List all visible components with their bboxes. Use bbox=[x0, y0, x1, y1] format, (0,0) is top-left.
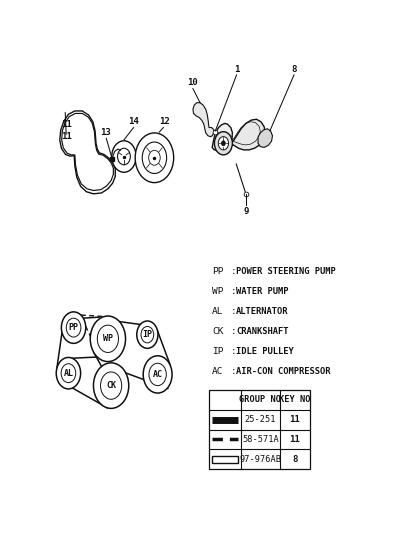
Circle shape bbox=[142, 142, 166, 174]
Circle shape bbox=[143, 356, 172, 393]
Text: 11: 11 bbox=[289, 415, 299, 424]
Text: ALTERNATOR: ALTERNATOR bbox=[236, 307, 288, 316]
Text: :: : bbox=[230, 307, 236, 316]
Polygon shape bbox=[192, 103, 213, 137]
Text: AC: AC bbox=[152, 370, 162, 379]
Text: AC: AC bbox=[212, 366, 223, 376]
Text: AIR-CON COMPRESSOR: AIR-CON COMPRESSOR bbox=[236, 366, 330, 376]
Text: 10: 10 bbox=[186, 79, 197, 87]
Text: GROUP NO: GROUP NO bbox=[239, 395, 280, 404]
Text: KEY NO: KEY NO bbox=[278, 395, 310, 404]
Text: IDLE PULLEY: IDLE PULLEY bbox=[236, 346, 293, 356]
Text: 14: 14 bbox=[128, 117, 139, 126]
Text: :: : bbox=[230, 327, 236, 336]
Text: CK: CK bbox=[212, 327, 223, 336]
Polygon shape bbox=[257, 129, 272, 147]
Text: POWER STEERING PUMP: POWER STEERING PUMP bbox=[236, 267, 335, 276]
Text: PP: PP bbox=[212, 267, 223, 276]
Text: AL: AL bbox=[212, 307, 223, 316]
Text: 11: 11 bbox=[61, 132, 71, 140]
Text: 8: 8 bbox=[292, 455, 297, 464]
Text: CRANKSHAFT: CRANKSHAFT bbox=[236, 327, 288, 336]
Circle shape bbox=[112, 141, 136, 172]
Text: 12: 12 bbox=[158, 117, 169, 126]
Text: AL: AL bbox=[63, 369, 73, 378]
Text: :: : bbox=[230, 346, 236, 356]
Text: IP: IP bbox=[142, 330, 152, 339]
Text: WP: WP bbox=[212, 287, 223, 296]
Text: PP: PP bbox=[69, 323, 78, 332]
Circle shape bbox=[66, 318, 81, 337]
Polygon shape bbox=[212, 123, 232, 151]
Text: 11: 11 bbox=[61, 120, 71, 129]
Circle shape bbox=[218, 137, 228, 150]
Text: 1: 1 bbox=[233, 65, 239, 74]
Circle shape bbox=[61, 312, 85, 343]
Circle shape bbox=[149, 363, 166, 386]
Text: :: : bbox=[230, 267, 236, 276]
Polygon shape bbox=[227, 119, 264, 150]
Text: WATER PUMP: WATER PUMP bbox=[236, 287, 288, 296]
Text: 9: 9 bbox=[243, 207, 248, 216]
Circle shape bbox=[214, 132, 232, 155]
Circle shape bbox=[56, 357, 81, 389]
Circle shape bbox=[141, 327, 153, 343]
Circle shape bbox=[135, 133, 173, 182]
Text: 11: 11 bbox=[289, 435, 299, 444]
Circle shape bbox=[90, 316, 125, 362]
Text: 13: 13 bbox=[100, 128, 111, 137]
Text: :: : bbox=[230, 366, 236, 376]
Circle shape bbox=[148, 150, 160, 165]
Text: IP: IP bbox=[212, 346, 223, 356]
Text: 58-571A: 58-571A bbox=[241, 435, 278, 444]
Circle shape bbox=[61, 364, 76, 383]
Text: CK: CK bbox=[106, 381, 116, 390]
Text: 8: 8 bbox=[291, 65, 296, 74]
Circle shape bbox=[136, 321, 158, 348]
Circle shape bbox=[117, 148, 130, 165]
Circle shape bbox=[97, 325, 118, 352]
Circle shape bbox=[93, 363, 128, 408]
Circle shape bbox=[100, 372, 121, 399]
Text: :: : bbox=[230, 287, 236, 296]
Circle shape bbox=[221, 141, 225, 146]
Text: WP: WP bbox=[103, 334, 113, 343]
Text: 25-251: 25-251 bbox=[244, 415, 275, 424]
Text: 97-976AB: 97-976AB bbox=[239, 455, 280, 464]
